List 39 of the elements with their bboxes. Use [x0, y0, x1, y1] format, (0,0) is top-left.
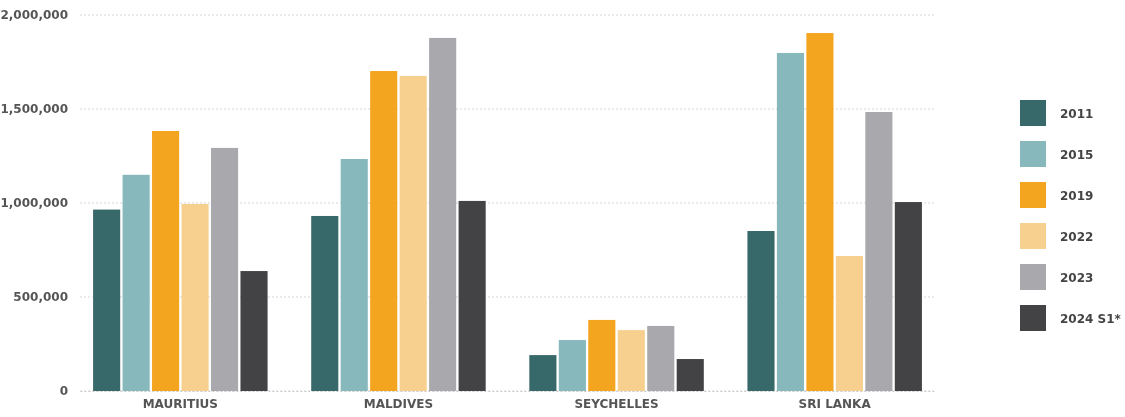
bar: [311, 215, 339, 391]
legend-label: 2024 S1*: [1060, 312, 1122, 326]
bar: [152, 131, 180, 391]
bar: [122, 174, 150, 391]
bar: [429, 37, 457, 391]
bar: [776, 52, 805, 391]
bar: [558, 340, 586, 391]
bar: [647, 325, 675, 391]
bar: [370, 71, 398, 391]
bar: [806, 33, 834, 391]
bar: [399, 75, 427, 391]
x-tick-label: SEYCHELLES: [574, 396, 659, 411]
legend-label: 2022: [1060, 230, 1094, 244]
legend-label: 2023: [1060, 271, 1094, 285]
y-tick-label: 1,500,000: [0, 102, 68, 117]
legend-label: 2011: [1060, 107, 1094, 121]
bar: [210, 147, 239, 391]
legend-label: 2019: [1060, 189, 1094, 203]
bar: [181, 203, 209, 391]
x-tick-label: MAURITIUS: [142, 396, 219, 411]
bar: [458, 200, 486, 391]
bar: [588, 319, 616, 391]
bar: [340, 159, 368, 391]
y-tick-label: 2,000,000: [0, 8, 68, 23]
bar: [617, 330, 645, 391]
y-tick-label: 0: [59, 384, 68, 399]
bar: [865, 112, 893, 391]
bar: [529, 355, 557, 391]
y-tick-label: 1,000,000: [0, 196, 68, 211]
bar: [93, 209, 121, 391]
bar: [676, 359, 704, 391]
y-tick-label: 500,000: [13, 290, 68, 305]
legend-label: 2015: [1060, 148, 1094, 162]
x-tick-label: SRI LANKA: [798, 396, 872, 411]
x-tick-label: MALDIVES: [363, 396, 434, 411]
bar: [894, 202, 922, 391]
bar: [835, 256, 863, 391]
bar: [747, 231, 775, 391]
bar: [240, 271, 268, 391]
